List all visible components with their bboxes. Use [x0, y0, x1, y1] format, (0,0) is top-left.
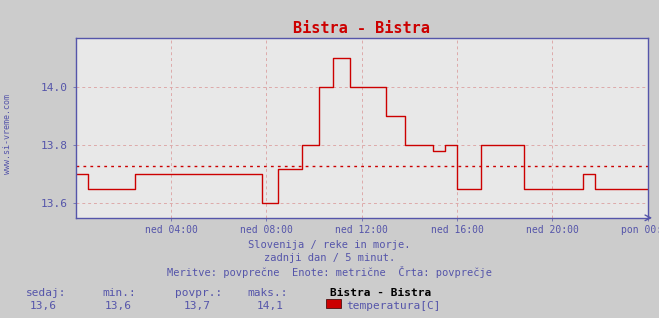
Text: 13,7: 13,7 — [185, 301, 211, 310]
Text: min.:: min.: — [102, 288, 136, 298]
Text: temperatura[C]: temperatura[C] — [346, 301, 440, 310]
Title: Bistra - Bistra: Bistra - Bistra — [293, 21, 430, 36]
Text: Bistra - Bistra: Bistra - Bistra — [330, 288, 431, 298]
Text: 14,1: 14,1 — [257, 301, 283, 310]
Text: 13,6: 13,6 — [30, 301, 56, 310]
Text: www.si-vreme.com: www.si-vreme.com — [3, 93, 13, 174]
Text: sedaj:: sedaj: — [26, 288, 67, 298]
Text: 13,6: 13,6 — [105, 301, 132, 310]
Text: Slovenija / reke in morje.: Slovenija / reke in morje. — [248, 240, 411, 250]
Text: Meritve: povprečne  Enote: metrične  Črta: povprečje: Meritve: povprečne Enote: metrične Črta:… — [167, 266, 492, 278]
Text: zadnji dan / 5 minut.: zadnji dan / 5 minut. — [264, 253, 395, 263]
Text: povpr.:: povpr.: — [175, 288, 222, 298]
Text: maks.:: maks.: — [247, 288, 287, 298]
